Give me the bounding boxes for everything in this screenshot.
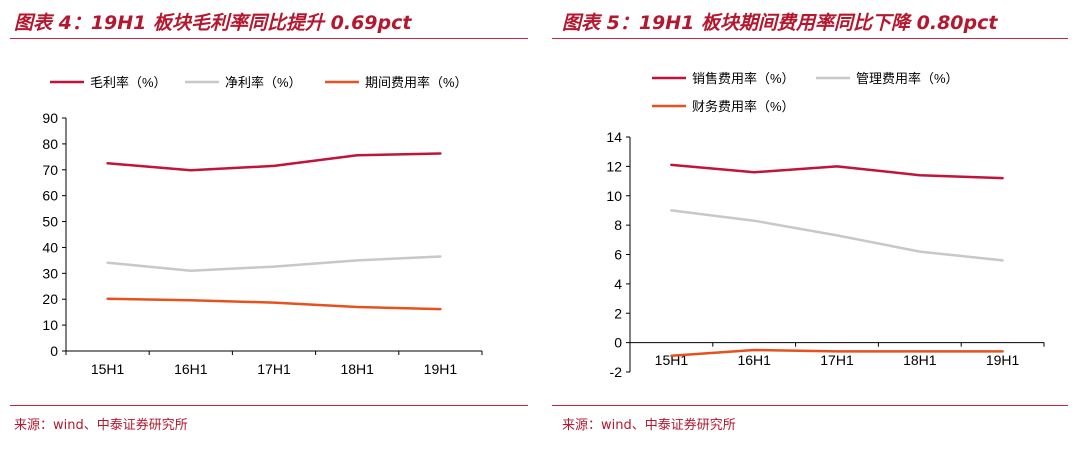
legend-label: 期间费用率（%） (365, 75, 468, 90)
series-line-3 (670, 348, 1004, 358)
source-note: 来源：wind、中泰证券研究所 (562, 418, 736, 433)
line-chart-margin: 0 10 20 30 40 50 60 70 80 90 15H1 16H1 17H1 18H1 19H1 毛… (42, 75, 483, 377)
x-tick-label: 17H1 (257, 361, 291, 377)
source-note: 来源：wind、中泰证券研究所 (14, 418, 188, 433)
y-tick-label: 0 (614, 335, 622, 351)
title-rule (10, 38, 528, 39)
series-line-3 (106, 297, 442, 311)
y-tick-label: 70 (42, 162, 58, 178)
y-tick-label: -2 (610, 364, 623, 380)
y-tick-label: 10 (42, 317, 58, 333)
source-rule (10, 405, 528, 406)
chart-title: 图表 5：19H1 板块期间费用率同比下降 0.80pct (562, 12, 998, 34)
series-line-1 (106, 152, 442, 172)
y-tick-label: 80 (42, 136, 58, 152)
title-rule (552, 38, 1068, 39)
legend-label: 财务费用率（%） (692, 99, 795, 114)
chart-panel-left: 图表 4：19H1 板块毛利率同比提升 0.69pct 0 10 20 30 40 50 6… (10, 12, 528, 433)
y-tick-label: 40 (42, 239, 58, 255)
y-tick-label: 50 (42, 214, 58, 230)
series-line-1 (670, 163, 1004, 180)
legend-label: 销售费用率（%） (692, 71, 795, 86)
series-line-2 (670, 209, 1004, 262)
y-tick-label: 10 (606, 188, 622, 204)
chart-panel-right: 图表 5：19H1 板块期间费用率同比下降 0.80pct -2 0 2 4 6 8 10 1… (540, 0, 1080, 452)
x-tick-label: 19H1 (424, 361, 458, 377)
x-tick-label: 17H1 (820, 352, 854, 368)
source-rule (552, 405, 1068, 406)
x-tick-label: 18H1 (903, 352, 937, 368)
y-tick-label: 60 (42, 188, 58, 204)
legend-label: 管理费用率（%） (856, 71, 959, 86)
y-tick-label: 4 (614, 276, 622, 292)
y-tick-label: 2 (614, 305, 622, 321)
y-tick-label: 0 (50, 343, 58, 359)
y-tick-label: 8 (614, 217, 622, 233)
series-line-2 (106, 255, 442, 272)
chart-title: 图表 4：19H1 板块毛利率同比提升 0.69pct (14, 12, 412, 34)
y-tick-label: 12 (606, 158, 622, 174)
y-tick-label: 14 (606, 129, 622, 145)
legend-label: 毛利率（%） (90, 75, 167, 90)
x-tick-label: 16H1 (174, 361, 208, 377)
y-tick-label: 30 (42, 265, 58, 281)
x-tick-label: 18H1 (340, 361, 374, 377)
legend-label: 净利率（%） (225, 75, 302, 90)
x-tick-label: 15H1 (91, 361, 125, 377)
y-tick-label: 90 (42, 110, 58, 126)
y-tick-label: 20 (42, 291, 58, 307)
x-tick-label: 16H1 (737, 352, 771, 368)
x-tick-label: 19H1 (986, 352, 1020, 368)
y-tick-label: 6 (614, 247, 622, 263)
